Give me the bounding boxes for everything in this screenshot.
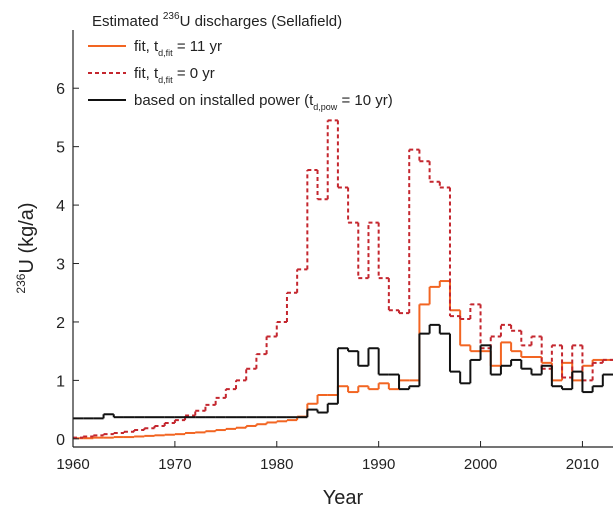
y-axis-label-sup: 236 <box>14 273 28 293</box>
y-tick-label: 3 <box>56 257 65 274</box>
x-tick-label: 1990 <box>362 456 395 473</box>
legend-label-text: fit, t <box>134 65 159 82</box>
y-tick-label: 5 <box>56 140 65 157</box>
y-tick-label: 4 <box>56 198 65 215</box>
y-axis-label-text: U (kg/a) <box>16 202 38 273</box>
legend-label-text: based on installed power (t <box>134 92 314 109</box>
y-tick-label: 0 <box>56 432 65 449</box>
legend-label-text: = 11 yr <box>173 38 222 55</box>
plot-area <box>73 119 613 440</box>
step-riser <box>82 120 604 438</box>
legend-label-sub: d,fit <box>158 48 173 58</box>
legend-label-text: = 10 yr) <box>337 92 392 109</box>
x-axis-label: Year <box>323 487 364 509</box>
legend-label-text: fit, t <box>134 38 159 55</box>
y-axis-label: 236U (kg/a) <box>14 202 38 293</box>
legend-label: fit, td,fit = 11 yr <box>134 38 222 58</box>
x-tick-label: 1970 <box>158 456 191 473</box>
step-riser <box>102 324 604 419</box>
x-tick-label: 1960 <box>56 456 89 473</box>
legend-title-text: Estimated <box>92 13 163 30</box>
legend-title: Estimated 236U discharges (Sellafield) <box>92 11 342 30</box>
y-tick-label: 6 <box>56 81 65 98</box>
legend-label: fit, td,fit = 0 yr <box>134 65 215 85</box>
legend-label-sub: d,pow <box>313 102 338 112</box>
x-tick-label: 2010 <box>566 456 599 473</box>
legend-label: based on installed power (td,pow = 10 yr… <box>134 92 393 112</box>
x-tick-label: 2000 <box>464 456 497 473</box>
x-tick-label: 1980 <box>260 456 293 473</box>
legend-title-text: U discharges (Sellafield) <box>180 13 343 30</box>
legend-label-sub: d,fit <box>158 75 173 85</box>
y-tick-label: 1 <box>56 373 65 390</box>
legend-label-text: = 0 yr <box>173 65 215 82</box>
y-tick-label: 2 <box>56 315 65 332</box>
legend-title-sup: 236 <box>163 11 180 22</box>
step-riser <box>92 281 594 439</box>
